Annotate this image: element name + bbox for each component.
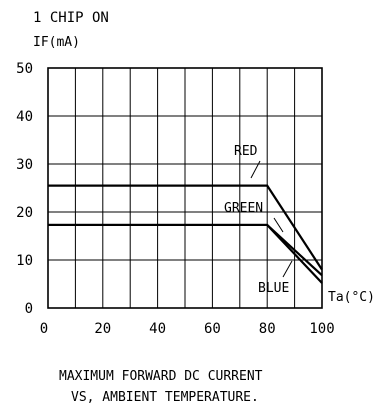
caption-line-2: VS, AMBIENT TEMPERATURE. [71,390,259,405]
y-tick-label: 30 [16,157,33,173]
x-tick-label: 20 [94,321,111,337]
series-label-red: RED [234,144,258,159]
chip-note: 1 CHIP ON [33,10,109,26]
y-tick-label: 10 [16,253,33,269]
y-tick-labels: 0 10 20 30 40 50 [16,61,33,317]
leader-line-green [273,217,284,233]
y-tick-label: 0 [25,301,33,317]
caption-line-1: MAXIMUM FORWARD DC CURRENT [59,369,263,384]
series-label-green: GREEN [224,201,263,216]
y-tick-label: 40 [16,109,33,125]
series-line-blue [48,223,323,284]
leader-line-red [250,160,261,179]
x-tick-label: 0 [40,321,48,337]
x-tick-label: 40 [149,321,166,337]
x-tick-labels: 0 20 40 60 80 100 [40,321,335,337]
y-tick-label: 20 [16,205,33,221]
x-axis-label: Ta(°C) [328,290,375,305]
series-labels: RED GREEN BLUE [224,144,293,296]
y-axis-label: IF(mA) [33,35,80,50]
y-tick-label: 50 [16,61,33,77]
x-tick-label: 100 [309,321,334,337]
series-line-red [48,184,323,271]
series-label-blue: BLUE [258,281,289,296]
grid [47,67,323,309]
x-tick-label: 60 [204,321,221,337]
series-lines [48,184,323,284]
x-tick-label: 80 [259,321,276,337]
leader-line-blue [282,260,293,278]
